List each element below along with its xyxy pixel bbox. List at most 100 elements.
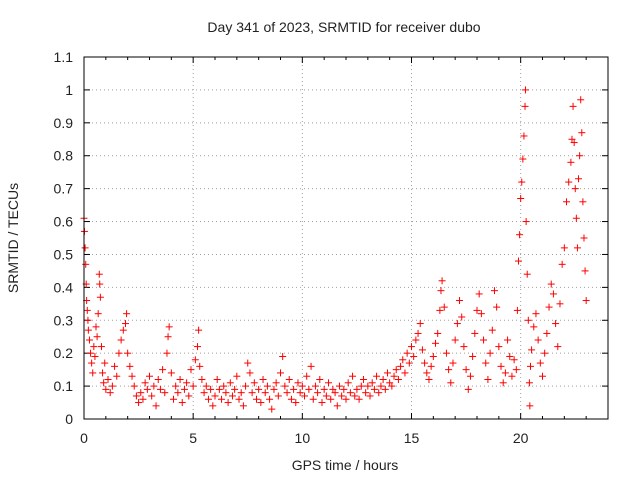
data-point [340, 385, 348, 393]
data-point [536, 359, 544, 367]
grid [84, 57, 608, 419]
y-tick-label: 0.6 [54, 214, 74, 230]
data-point [570, 139, 578, 147]
data-point [373, 372, 381, 380]
data-point [432, 339, 440, 347]
data-point [123, 310, 131, 318]
data-point [135, 399, 143, 407]
data-point [314, 389, 322, 397]
data-point [547, 280, 555, 288]
data-point [204, 395, 212, 403]
data-point [504, 336, 512, 344]
data-point [137, 389, 145, 397]
data-point [466, 372, 474, 380]
data-point [87, 349, 95, 357]
data-point [196, 362, 204, 370]
data-point [183, 379, 191, 387]
data-point [287, 395, 295, 403]
data-point [543, 329, 551, 337]
data-point [146, 372, 153, 380]
data-point [488, 326, 496, 334]
data-point [298, 382, 306, 390]
data-point [563, 198, 571, 206]
data-point [95, 270, 103, 278]
data-point [581, 267, 589, 275]
data-point [161, 389, 169, 397]
data-point [189, 382, 197, 390]
data-point [526, 362, 534, 370]
data-point [185, 392, 193, 400]
data-point [460, 343, 468, 351]
data-point [532, 310, 540, 318]
data-point [399, 356, 407, 364]
data-point [248, 389, 256, 397]
data-point [449, 359, 457, 367]
data-point [521, 86, 529, 94]
data-point [272, 379, 280, 387]
data-point [263, 382, 271, 390]
data-point [346, 389, 354, 397]
data-point [163, 349, 171, 357]
data-point [150, 382, 158, 390]
data-point [115, 349, 123, 357]
data-point [560, 244, 568, 252]
data-point [390, 372, 398, 380]
data-point [477, 310, 485, 318]
data-point [383, 369, 391, 377]
data-point [81, 244, 89, 252]
data-point [577, 96, 585, 104]
data-point [482, 359, 490, 367]
data-point [139, 395, 147, 403]
data-point [198, 376, 206, 384]
data-point [106, 389, 114, 397]
data-point [279, 352, 287, 360]
data-point [524, 316, 532, 324]
x-tick-label: 10 [295, 430, 311, 446]
data-point [327, 395, 335, 403]
data-point [353, 385, 361, 393]
data-point [576, 152, 584, 160]
data-point [425, 376, 433, 384]
data-point [307, 362, 315, 370]
data-point [580, 234, 588, 242]
data-point [174, 389, 182, 397]
data-point [322, 392, 330, 400]
data-point [526, 402, 534, 410]
y-tick-label: 0.2 [54, 345, 74, 361]
data-point [156, 385, 164, 393]
data-point [357, 382, 365, 390]
data-point [521, 102, 529, 110]
data-point [530, 323, 538, 331]
data-point [522, 218, 530, 226]
data-point [242, 382, 250, 390]
data-point [335, 382, 343, 390]
data-point [268, 405, 276, 413]
data-point [397, 362, 405, 370]
data-point [499, 379, 507, 387]
data-point [207, 385, 215, 393]
data-point [294, 379, 302, 387]
data-point [370, 385, 378, 393]
data-point [124, 349, 132, 357]
data-point [554, 343, 562, 351]
data-point [575, 175, 583, 183]
data-point [377, 382, 385, 390]
data-point [113, 372, 121, 380]
data-point [119, 326, 127, 334]
data-point [244, 359, 252, 367]
data-point [222, 389, 230, 397]
data-point [552, 320, 560, 328]
data-point [239, 402, 247, 410]
data-point [104, 376, 112, 384]
data-point [510, 356, 518, 364]
data-point [96, 280, 104, 288]
data-point [359, 376, 367, 384]
data-point [573, 244, 581, 252]
data-point [84, 326, 92, 334]
data-point [89, 369, 97, 377]
data-point [405, 359, 413, 367]
data-point [152, 402, 160, 410]
data-point [277, 369, 284, 377]
data-point [331, 389, 339, 397]
data-point [102, 385, 110, 393]
